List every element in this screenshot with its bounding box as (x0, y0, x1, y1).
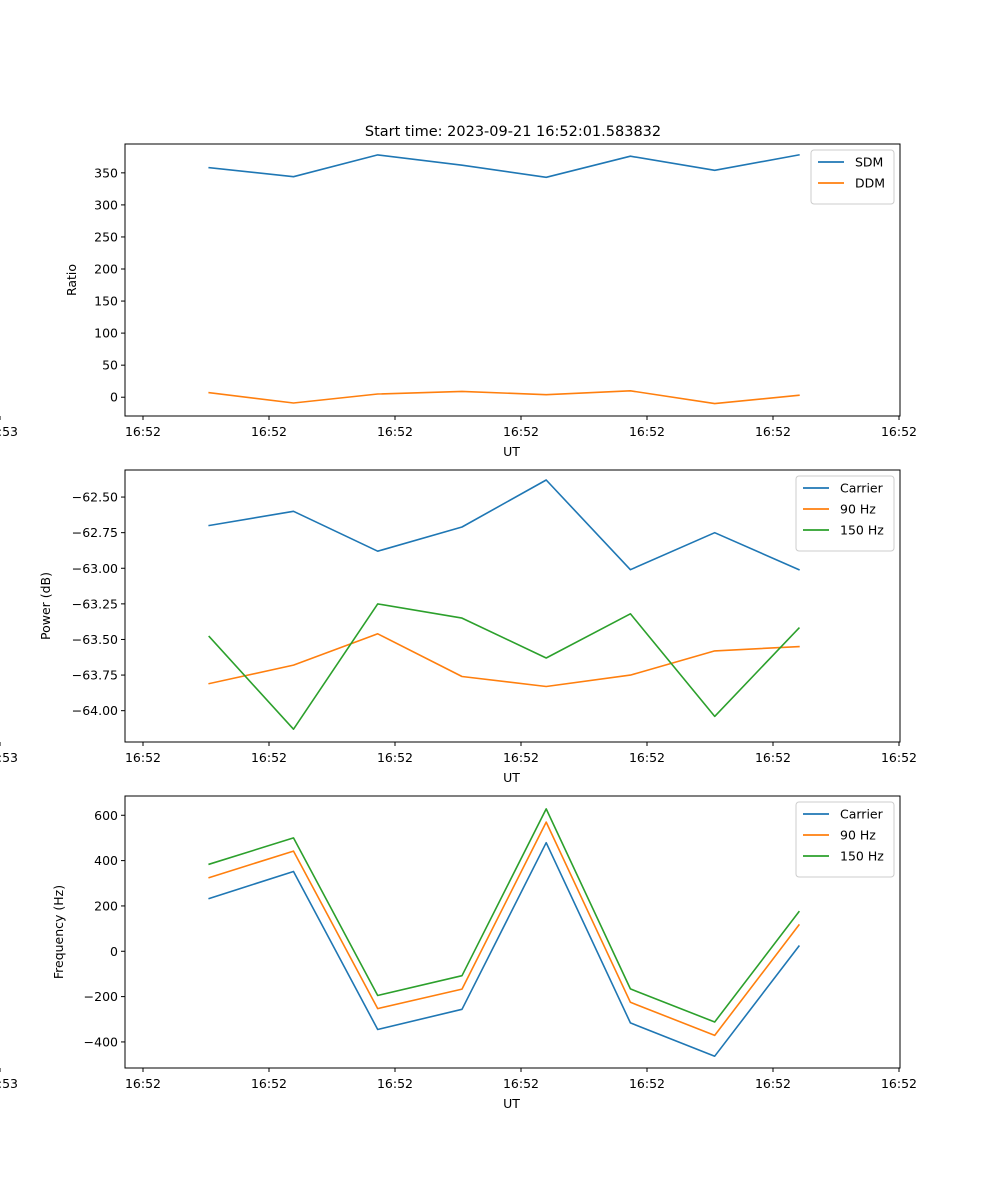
y-tick-label: 400 (94, 853, 118, 868)
y-tick-label: −63.50 (72, 632, 118, 647)
y-tick-label: −200 (84, 989, 118, 1004)
legend-label: Carrier (840, 481, 884, 496)
x-axis-label: UT (503, 770, 520, 785)
y-tick-label: 150 (94, 294, 118, 309)
series-line-150-hz (208, 603, 801, 731)
x-tick-label: 16:52 (881, 750, 917, 765)
y-axis-label: Power (dB) (38, 572, 53, 640)
series-line-ddm (208, 389, 800, 405)
x-tick-label: 16:52 (755, 750, 791, 765)
figure-title: Start time: 2023-09-21 16:52:01.583832 (365, 124, 661, 140)
legend-box (795, 475, 895, 552)
legend-label: 150 Hz (840, 523, 884, 538)
x-tick-label: 16:52 (503, 424, 539, 439)
legend-label: Carrier (840, 807, 884, 822)
x-tick-label: 16:52 (125, 424, 161, 439)
legend-label: SDM (855, 155, 883, 170)
x-tick-label: 16:52 (251, 750, 287, 765)
x-tick-label: 16:52 (629, 750, 665, 765)
y-tick-label: −63.75 (72, 668, 118, 683)
legend-label: 90 Hz (840, 828, 876, 843)
x-tick-label: 16:52 (881, 424, 917, 439)
x-tick-label: 16:52 (629, 1076, 665, 1091)
series-line-carrier (208, 841, 801, 1057)
y-tick-label: −62.50 (72, 490, 118, 505)
x-tick-label: 16:52 (629, 424, 665, 439)
x-axis-label: UT (503, 1096, 520, 1111)
x-axis-label: UT (503, 444, 520, 459)
y-tick-label: 350 (94, 165, 118, 180)
y-tick-label: 100 (94, 326, 118, 341)
series-line-90-hz (208, 821, 801, 1037)
series-line-90-hz (208, 632, 800, 688)
x-tick-label: 16:53 (0, 750, 18, 765)
legend-label: 150 Hz (840, 849, 884, 864)
y-tick-label: −62.75 (72, 525, 118, 540)
y-tick-label: −63.25 (72, 596, 118, 611)
y-tick-label: −63.00 (72, 561, 118, 576)
plot-frame (124, 469, 901, 743)
y-tick-label: 200 (94, 898, 118, 913)
y-tick-label: 50 (102, 358, 118, 373)
y-tick-label: −64.00 (72, 703, 118, 718)
y-tick-label: −400 (84, 1034, 118, 1049)
x-tick-label: 16:52 (125, 750, 161, 765)
legend-label: DDM (855, 176, 885, 191)
series-line-150-hz (208, 808, 801, 1023)
legend-label: 90 Hz (840, 502, 876, 517)
x-tick-label: 16:52 (881, 1076, 917, 1091)
series-line-sdm (208, 153, 800, 179)
x-tick-label: 16:52 (377, 1076, 413, 1091)
y-tick-label: 300 (94, 197, 118, 212)
x-tick-label: 16:52 (377, 424, 413, 439)
x-tick-label: 16:52 (251, 424, 287, 439)
x-tick-label: 16:52 (125, 1076, 161, 1091)
y-tick-label: 0 (110, 944, 118, 959)
x-tick-label: 16:52 (503, 1076, 539, 1091)
series-line-carrier (208, 479, 800, 571)
y-axis-label: Ratio (64, 264, 79, 296)
y-tick-label: 0 (110, 390, 118, 405)
legend-box (810, 149, 895, 205)
plot-frame (124, 143, 901, 417)
y-axis-label: Frequency (Hz) (51, 885, 66, 979)
x-tick-label: 16:52 (503, 750, 539, 765)
x-tick-label: 16:52 (251, 1076, 287, 1091)
legend-box (795, 801, 895, 878)
y-tick-label: 600 (94, 808, 118, 823)
x-tick-label: 16:53 (0, 1076, 18, 1091)
x-tick-label: 16:53 (0, 424, 18, 439)
chart-panel-1: 0 50 100 150 200 250 300 350 16:52 16:52 16:52 16:5… (0, 143, 917, 459)
x-tick-label: 16:52 (377, 750, 413, 765)
x-tick-label: 16:52 (755, 424, 791, 439)
plot-frame (124, 795, 901, 1069)
chart-panels: 0 50 100 150 200 250 300 350 16:52 16:52 16:52 16:5… (0, 143, 917, 1111)
y-tick-label: 250 (94, 229, 118, 244)
chart-panel-2: −64.00 −63.75 −63.50 −63.25 −63.00 −62.75 −62.… (0, 469, 917, 785)
chart-panel-3: −400 −200 0 200 400 600 16:52 16:52 16:52 16:52 16… (0, 795, 917, 1111)
x-tick-label: 16:52 (755, 1076, 791, 1091)
y-tick-label: 200 (94, 262, 118, 277)
